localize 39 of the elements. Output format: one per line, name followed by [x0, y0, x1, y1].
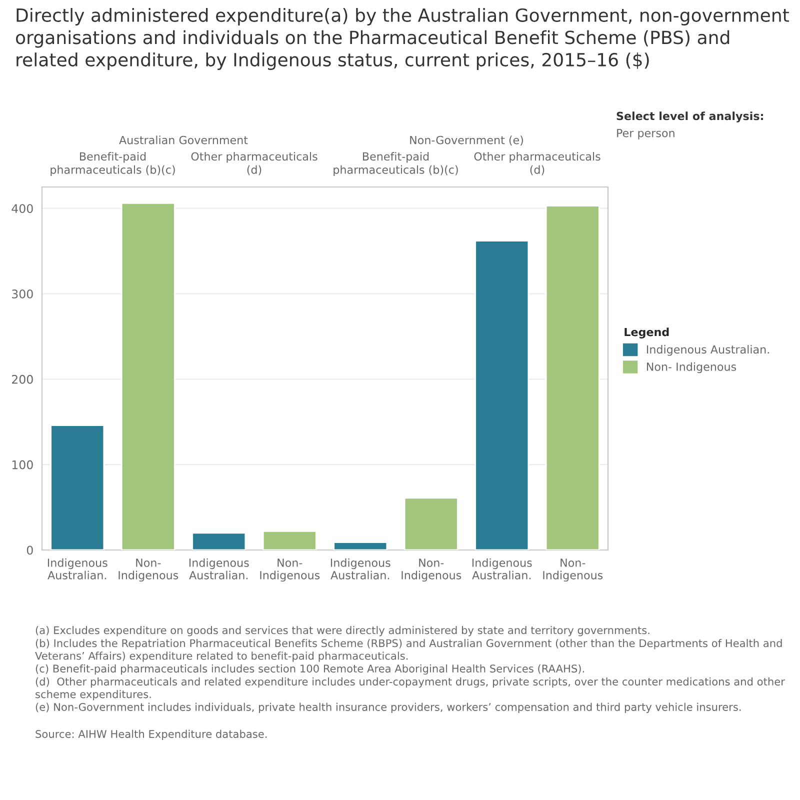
- bar: [333, 542, 388, 550]
- bar: [50, 424, 105, 550]
- bar: [545, 205, 600, 550]
- x-tick-label: Indigenous Australian.: [330, 558, 390, 580]
- text: (e) Non-Government includes individuals, private health insurance providers, workers’ compensation and third party vehicle insurers.: [36, 702, 741, 714]
- bar: [192, 532, 246, 550]
- y-tick-label: 300: [12, 289, 33, 298]
- text: Benefit-paid pharmaceuticals (b)(c): [50, 152, 175, 176]
- x-tick-label: Indigenous Australian.: [472, 558, 532, 580]
- x-tick-label: Indigenous Australian.: [48, 558, 108, 580]
- text: (b) Includes the Repatriation Pharmaceutical Benefits Scheme (RBPS) and Australian Government (other than the Departments of Health and Veterans’ Affairs) expenditure related to benefit-paid pharmaceuticals.: [35, 639, 782, 662]
- x-tick-label: Non- Indigenous: [118, 558, 178, 582]
- source-note: Source: AIHW Health Expenditure database.: [36, 730, 267, 740]
- y-tick-label: 0: [26, 546, 33, 555]
- text: Benefit-paid pharmaceuticals (b)(c): [334, 152, 458, 176]
- text: Per person: [617, 128, 674, 140]
- y-tick-label: 200: [12, 374, 33, 384]
- x-tick-label: Non- Indigenous: [260, 558, 320, 582]
- bar: [262, 530, 317, 550]
- text: Select level of analysis:: [616, 112, 763, 122]
- bar: [404, 497, 458, 550]
- text: (d) Other pharmaceuticals and related expenditure includes under-copayment drugs, private scripts, over the counter medications and other scheme expenditures.: [36, 677, 785, 700]
- x-tick-label: Non- Indigenous: [402, 558, 462, 582]
- x-tick-label: Indigenous Australian.: [189, 558, 249, 580]
- text: (a) Excludes expenditure on goods and services that were directly administered by state and territory governments.: [36, 626, 650, 636]
- legend-label: Non- Indigenous: [646, 362, 736, 374]
- text: Non-Government (e): [410, 136, 523, 146]
- legend-title: Legend: [624, 328, 669, 338]
- text: Australian Government: [119, 136, 248, 144]
- y-tick-label: 400: [12, 204, 33, 214]
- text: Other pharmaceuticals (d): [191, 152, 318, 176]
- chart-title: Directly administered expenditure(a) by the Australian Government, non-government organisations and individuals on the Pharmaceutical Benefit Scheme (PBS) and related expenditure, by Indigenous status, current prices, 2015–16 ($): [16, 8, 789, 70]
- y-tick-label: 100: [12, 460, 33, 470]
- bar: [120, 202, 176, 550]
- bar: [474, 240, 530, 550]
- text: Other pharmaceuticals (d): [474, 152, 600, 176]
- text: (c) Benefit-paid pharmaceuticals includes section 100 Remote Area Aboriginal Health Services (RAAHS).: [36, 664, 584, 675]
- legend-label: Indigenous Australian.: [646, 345, 769, 356]
- x-tick-label: Non- Indigenous: [543, 558, 603, 582]
